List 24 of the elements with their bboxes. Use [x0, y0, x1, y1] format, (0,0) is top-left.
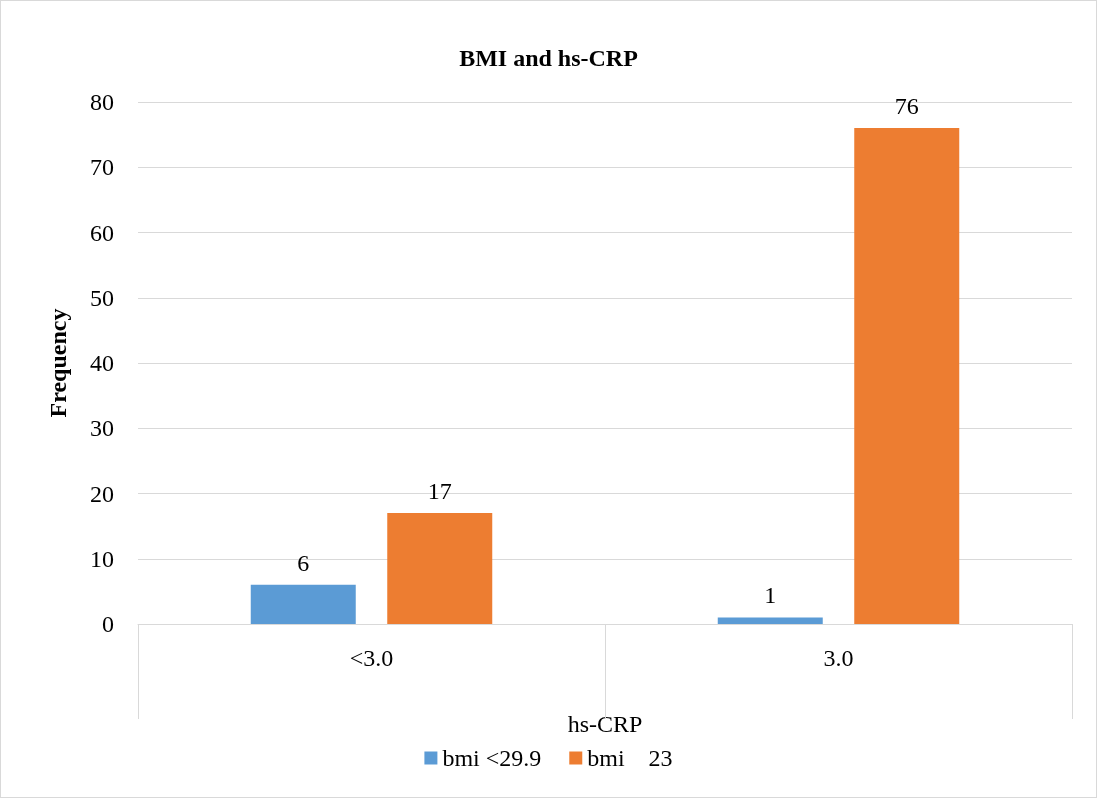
chart-title: BMI and hs-CRP	[459, 45, 638, 71]
y-tick-label: 80	[90, 89, 114, 115]
y-tick-label: 30	[90, 415, 114, 442]
x-tick-label: <3.0	[349, 645, 394, 671]
data-label: 17	[427, 478, 452, 505]
bar	[717, 617, 823, 624]
bar	[387, 513, 493, 624]
data-label: 1	[764, 582, 777, 609]
y-tick-label: 50	[90, 284, 114, 311]
bar	[250, 584, 356, 624]
y-tick-label: 20	[90, 480, 114, 507]
y-tick-label: 0	[102, 611, 114, 637]
legend-label: bmi 23	[587, 745, 673, 771]
x-axis-title: hs-CRP	[567, 711, 643, 737]
y-tick-label: 60	[90, 219, 114, 246]
y-tick-label: 70	[90, 154, 114, 181]
x-tick-label: 3.0	[823, 645, 854, 671]
legend-label: bmi <29.9	[442, 745, 542, 771]
bar	[854, 128, 960, 624]
data-label: 76	[894, 93, 919, 120]
data-label: 6	[297, 549, 310, 576]
y-axis-title: Frequency	[45, 308, 71, 418]
y-tick-label: 40	[90, 350, 114, 376]
y-tick-label: 10	[90, 545, 114, 572]
